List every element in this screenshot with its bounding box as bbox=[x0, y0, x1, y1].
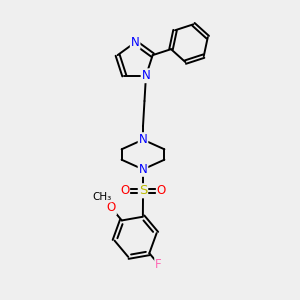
Text: N: N bbox=[131, 36, 140, 49]
Text: S: S bbox=[139, 184, 147, 197]
Text: N: N bbox=[142, 69, 150, 82]
Text: O: O bbox=[107, 201, 116, 214]
Text: N: N bbox=[139, 133, 147, 146]
Text: CH₃: CH₃ bbox=[92, 191, 111, 202]
Text: O: O bbox=[120, 184, 129, 197]
Text: O: O bbox=[157, 184, 166, 197]
Text: F: F bbox=[155, 258, 162, 271]
Text: N: N bbox=[139, 163, 147, 176]
